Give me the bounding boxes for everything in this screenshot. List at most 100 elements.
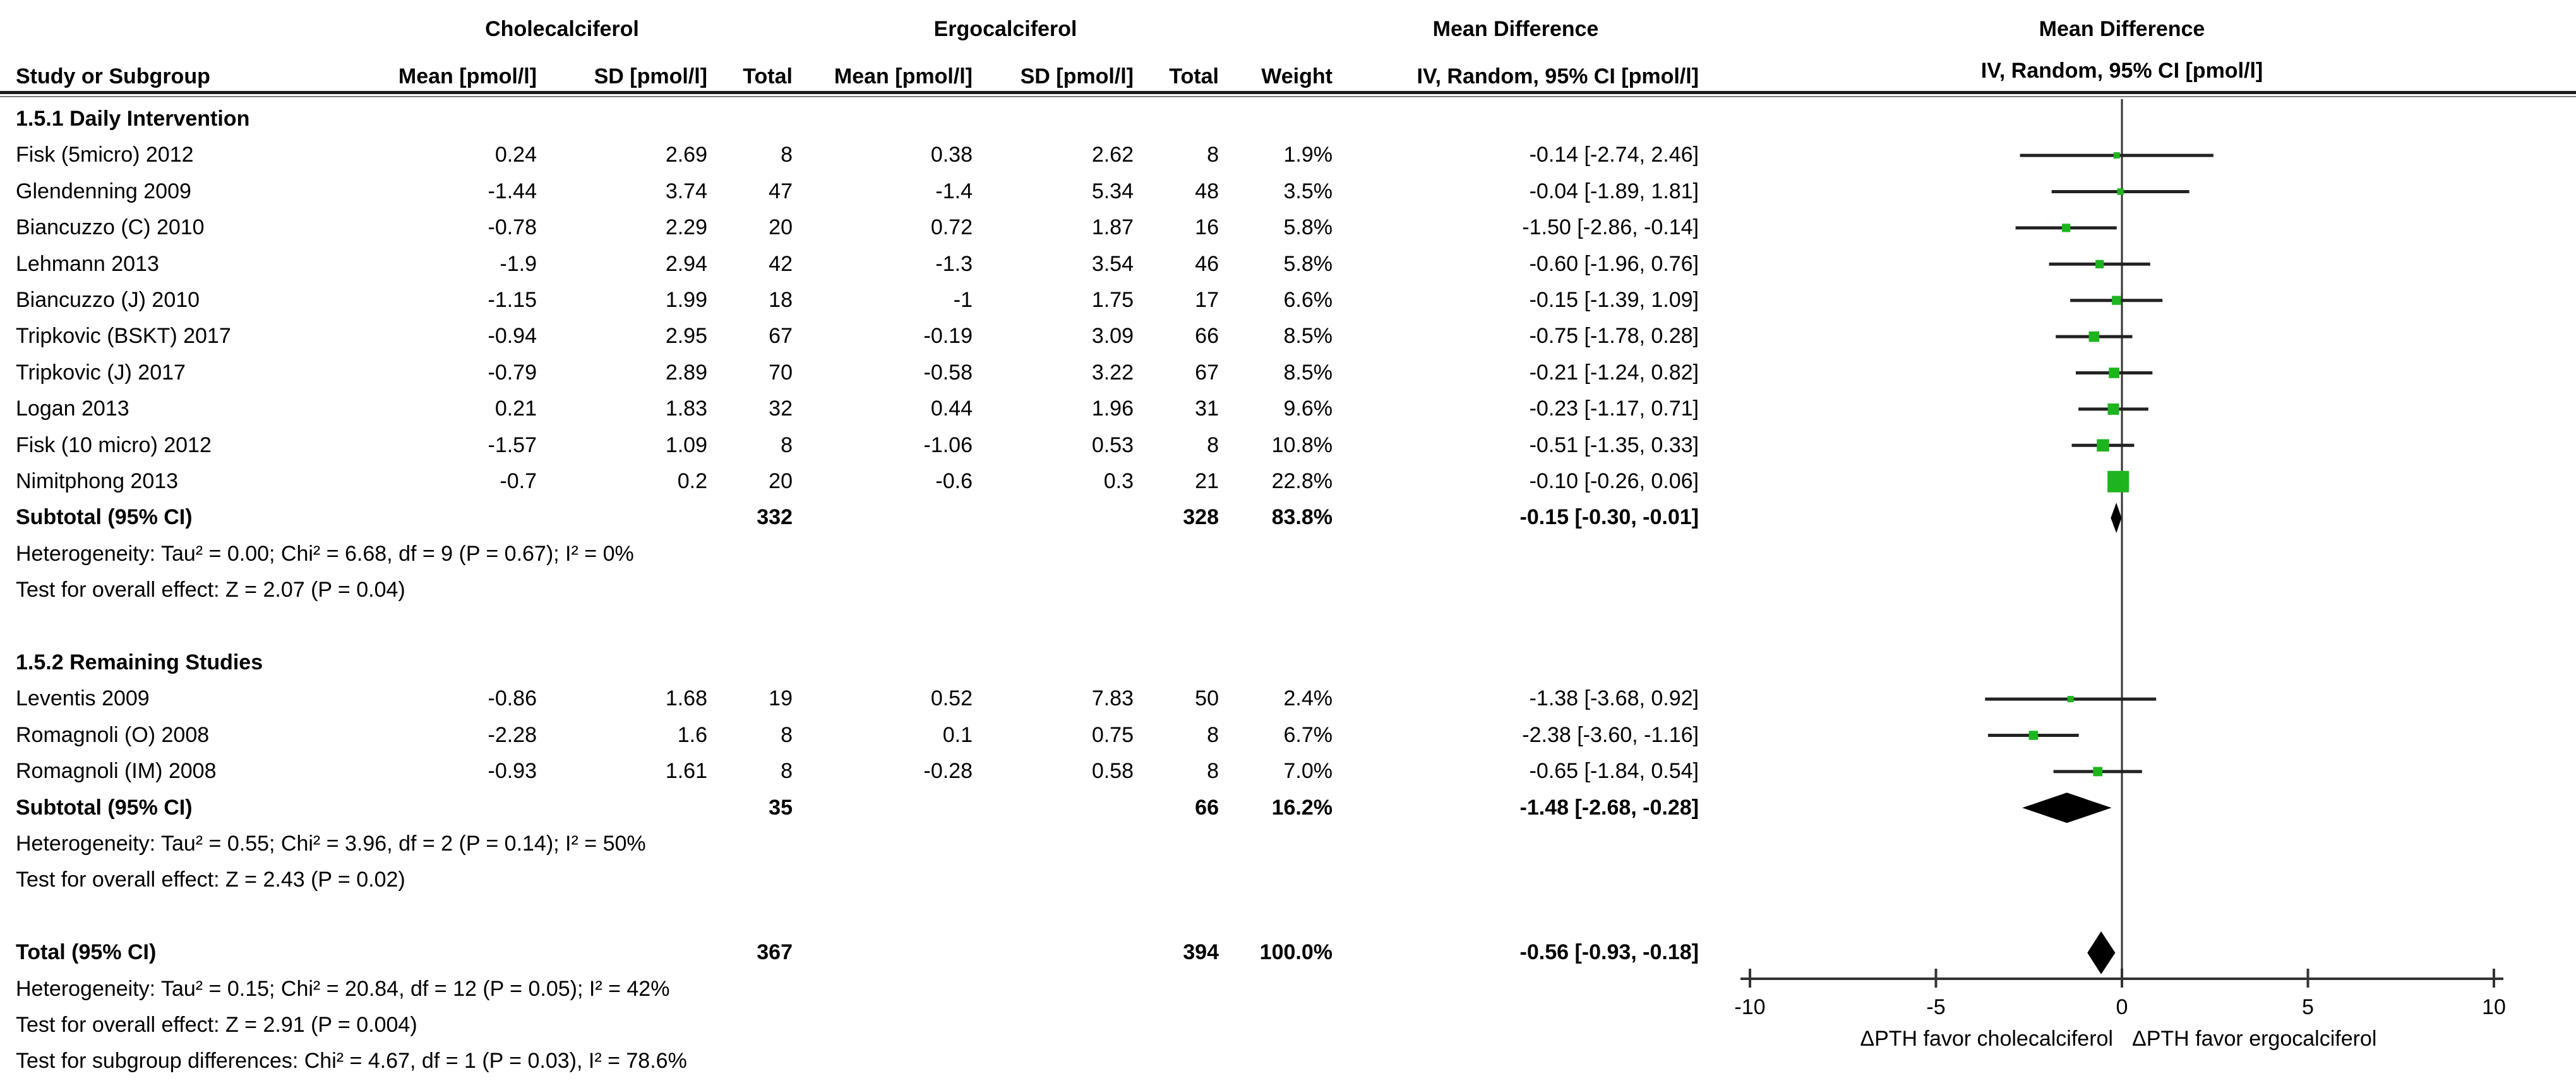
weight: 9.6% <box>1283 397 1333 421</box>
ergo-sd: 3.09 <box>1091 324 1134 349</box>
col-total2: Total <box>1169 64 1219 88</box>
ergo-mean <box>793 499 973 535</box>
ergo-sd: 5.34 <box>1091 179 1134 203</box>
ergo-total: 21 <box>1195 469 1219 493</box>
md-ci-text: -0.75 [-1.78, 0.28] <box>1529 324 1699 349</box>
study-label: Logan 2013 <box>16 397 129 421</box>
chol-total: 20 <box>769 215 793 240</box>
chol-sd: 2.95 <box>665 324 707 349</box>
ergo-total: 8 <box>1207 143 1219 167</box>
chol-sd: 2.89 <box>665 360 707 385</box>
study-label: Subtotal (95% CI) <box>16 795 193 820</box>
ergo-sd: 1.96 <box>1091 397 1134 421</box>
weight: 16.2% <box>1271 795 1333 820</box>
ergo-mean: -0.28 <box>923 759 973 784</box>
effect-square <box>2088 331 2100 342</box>
weight: 8.5% <box>1283 360 1333 385</box>
group1-title: Cholecalciferol <box>485 17 639 41</box>
chol-total: 70 <box>769 360 793 385</box>
note-row: Heterogeneity: Tau² = 0.15; Chi² = 20.84… <box>16 971 669 1007</box>
ergo-sd: 2.62 <box>1091 143 1134 167</box>
col-sd1: SD [pmol/l] <box>594 64 707 88</box>
md-ci-text: -2.38 [-3.60, -1.16] <box>1522 722 1699 747</box>
note-row: Heterogeneity: Tau² = 0.00; Chi² = 6.68,… <box>16 536 634 572</box>
ergo-mean: 0.1 <box>942 722 973 747</box>
weight: 83.8% <box>1271 505 1333 530</box>
subtotal-diamond <box>2111 503 2122 534</box>
chol-total: 20 <box>769 469 793 493</box>
ergo-total: 48 <box>1195 179 1219 203</box>
ergo-sd <box>973 499 1134 535</box>
total-row: Total (95% CI) 367 394 100.0% -0.56 [-0.93, … <box>16 935 1699 971</box>
header-rule-bottom <box>0 96 2576 97</box>
study-row: Biancuzzo (C) 2010 -0.78 2.29 20 0.72 1.87 16 5… <box>16 210 1699 246</box>
col-mean1: Mean [pmol/l] <box>398 64 537 88</box>
chol-sd: 1.99 <box>665 288 707 312</box>
md-text-column-title: Mean Difference <box>1432 17 1599 41</box>
study-row: Glendenning 2009 -1.44 3.74 47 -1.4 5.34 48 3.5… <box>16 174 1699 210</box>
chol-mean: 0.24 <box>494 143 537 167</box>
ergo-mean: -0.19 <box>923 324 973 349</box>
effect-square <box>2117 188 2124 195</box>
study-label: Biancuzzo (C) 2010 <box>16 215 205 240</box>
chol-mean: -0.86 <box>488 686 537 711</box>
ergo-mean: 0.52 <box>930 686 973 711</box>
chol-total: 18 <box>769 288 793 312</box>
study-row: Fisk (10 micro) 2012 -1.57 1.09 8 -1.06 0.53 8… <box>16 427 1699 463</box>
chol-mean: -0.79 <box>488 360 537 385</box>
ergo-mean <box>793 935 973 971</box>
chol-sd: 0.2 <box>677 469 707 493</box>
col-weight: Weight <box>1261 64 1333 88</box>
chol-total: 67 <box>769 324 793 349</box>
ergo-mean: -0.58 <box>923 360 973 385</box>
chol-mean: -2.28 <box>488 722 537 747</box>
chol-total: 32 <box>769 397 793 421</box>
subgroup-title: 1.5.1 Daily Intervention <box>16 107 250 131</box>
chol-total: 8 <box>781 759 793 784</box>
study-label: Leventis 2009 <box>16 686 150 711</box>
ergo-sd: 7.83 <box>1091 686 1134 711</box>
weight: 7.0% <box>1283 759 1333 784</box>
chol-mean: -1.15 <box>488 288 537 312</box>
ergo-mean: -1.06 <box>923 433 973 457</box>
axis-caption-left: ΔPTH favor cholecalciferol <box>1860 1027 2113 1051</box>
study-label: Tripkovic (BSKT) 2017 <box>16 324 231 349</box>
study-row: Romagnoli (IM) 2008 -0.93 1.61 8 -0.28 0.58 8 7… <box>16 753 1699 789</box>
weight: 6.6% <box>1283 288 1333 312</box>
effect-square <box>2113 152 2120 159</box>
chol-sd: 1.68 <box>665 686 707 711</box>
axis-tick-label: 5 <box>2302 995 2314 1019</box>
note-row: Test for overall effect: Z = 2.43 (P = 0… <box>16 862 405 898</box>
col-mean2: Mean [pmol/l] <box>834 64 973 88</box>
note-row: Heterogeneity: Tau² = 0.55; Chi² = 3.96,… <box>16 826 646 862</box>
chol-sd: 3.74 <box>665 179 707 203</box>
ergo-total: 328 <box>1183 505 1219 530</box>
weight: 5.8% <box>1283 251 1333 276</box>
ergo-sd: 3.54 <box>1091 251 1134 276</box>
note-row: Test for overall effect: Z = 2.91 (P = 0… <box>16 1007 417 1043</box>
ergo-sd: 0.3 <box>1103 469 1134 493</box>
ergo-mean <box>793 790 973 826</box>
study-row: Biancuzzo (J) 2010 -1.15 1.99 18 -1 1.75 17 6.6… <box>16 282 1699 318</box>
weight: 5.8% <box>1283 215 1333 240</box>
study-label: Romagnoli (IM) 2008 <box>16 759 217 784</box>
chol-total: 332 <box>757 505 793 530</box>
chol-total: 42 <box>769 251 793 276</box>
ergo-total: 394 <box>1183 940 1219 965</box>
axis-tick-label: 10 <box>2482 995 2506 1019</box>
ergo-mean: 0.38 <box>930 143 973 167</box>
study-row: Romagnoli (O) 2008 -2.28 1.6 8 0.1 0.75 8 6.7% -… <box>16 717 1699 753</box>
study-row: Tripkovic (J) 2017 -0.79 2.89 70 -0.58 3.22 67… <box>16 355 1699 391</box>
md-ci-text: -0.10 [-0.26, 0.06] <box>1529 469 1699 493</box>
chol-mean: -0.94 <box>488 324 537 349</box>
chol-total: 47 <box>769 179 793 203</box>
effect-square <box>2112 296 2121 305</box>
subtotal-diamond <box>2022 792 2112 823</box>
col-md: IV, Random, 95% CI [pmol/l] <box>1417 64 1699 88</box>
note-row: Test for overall effect: Z = 2.07 (P = 0… <box>16 572 405 608</box>
ergo-total: 8 <box>1207 722 1219 747</box>
chol-total: 8 <box>781 143 793 167</box>
md-ci-text: -0.04 [-1.89, 1.81] <box>1529 179 1699 203</box>
ergo-total: 8 <box>1207 433 1219 457</box>
chol-sd <box>537 499 707 535</box>
